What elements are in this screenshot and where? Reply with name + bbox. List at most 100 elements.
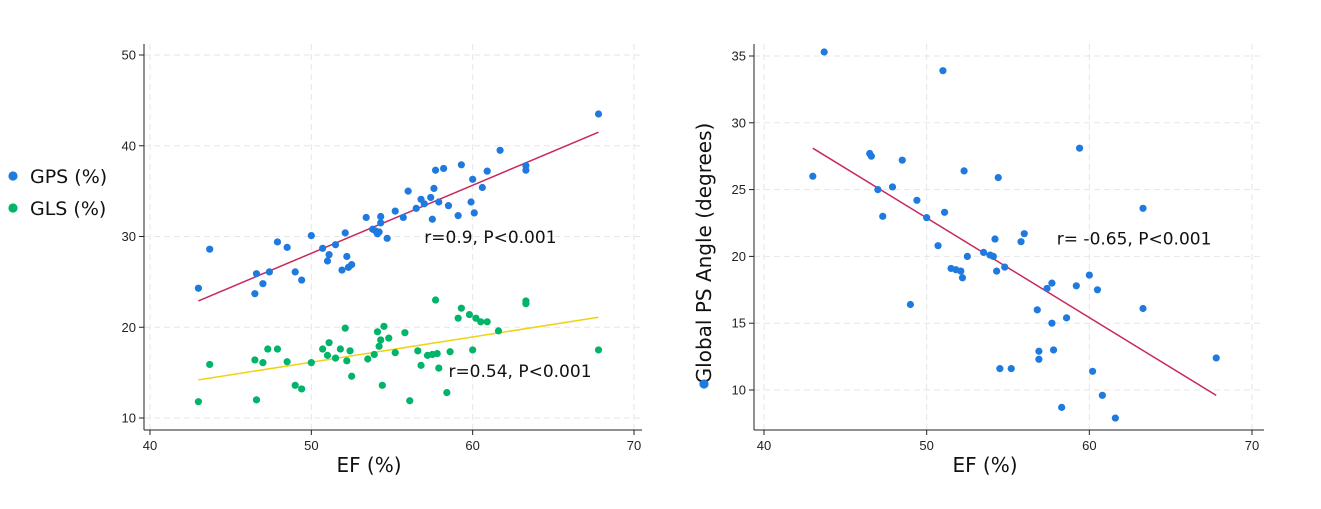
data-point-1-47 <box>494 327 503 335</box>
data-point-0-18 <box>960 167 968 175</box>
data-point-1-49 <box>522 300 530 308</box>
series-0 <box>194 110 603 302</box>
ylabel-marker <box>699 379 709 389</box>
data-point-1-31 <box>414 347 422 355</box>
legend-gps-marker <box>8 171 18 181</box>
data-point-0-40 <box>444 202 453 210</box>
data-point-1-27 <box>385 334 393 342</box>
x-tick-label-2: 60 <box>1082 438 1096 453</box>
data-point-0-20 <box>362 213 370 222</box>
data-point-0-42 <box>1085 271 1093 279</box>
data-point-0-11 <box>934 242 942 250</box>
data-point-0-0 <box>194 284 202 292</box>
data-point-1-12 <box>323 351 332 359</box>
x-tick-label-3: 70 <box>1245 438 1259 453</box>
data-point-0-6 <box>273 238 282 246</box>
data-point-0-25 <box>377 212 385 221</box>
y-tick-label-0: 10 <box>122 411 136 426</box>
data-point-0-3 <box>867 152 875 160</box>
legend-gls-label: GLS (%) <box>30 198 106 220</box>
data-point-1-24 <box>377 336 385 344</box>
data-point-1-16 <box>341 324 349 332</box>
data-point-1-29 <box>401 329 409 337</box>
y-tick-label-4: 50 <box>122 48 136 63</box>
data-point-1-0 <box>194 398 202 406</box>
y-tick-label-2: 30 <box>122 229 136 244</box>
data-point-0-8 <box>291 268 299 276</box>
data-point-1-22 <box>373 328 382 336</box>
data-point-0-26 <box>996 365 1004 373</box>
data-point-0-38 <box>435 198 443 206</box>
data-point-1-5 <box>264 345 272 353</box>
data-point-0-22 <box>989 252 997 260</box>
data-point-1-23 <box>375 342 383 350</box>
data-point-0-43 <box>1088 367 1097 375</box>
data-point-0-23 <box>991 235 999 243</box>
data-point-0-48 <box>1139 304 1147 313</box>
data-point-1-3 <box>252 396 261 404</box>
data-point-0-20 <box>980 248 988 256</box>
data-point-0-43 <box>467 198 475 206</box>
data-point-0-16 <box>341 229 349 237</box>
data-point-0-47 <box>483 167 491 175</box>
data-point-0-36 <box>1048 319 1056 327</box>
annotation-1: r=0.54, P<0.001 <box>448 362 591 382</box>
data-point-0-27 <box>1001 263 1009 271</box>
fit-line-0 <box>812 147 1217 396</box>
data-point-0-29 <box>399 213 407 222</box>
data-point-0-9 <box>913 196 921 204</box>
chart-ps-angle-vs-ef: 40 50 60 70 10 15 20 25 30 35 EF (%) Global PS Angl… <box>692 44 1264 477</box>
data-point-1-4 <box>259 359 267 367</box>
data-point-0-27 <box>383 234 391 242</box>
y-tick-label-5: 35 <box>732 49 746 64</box>
y-tick-label-4: 30 <box>732 115 746 130</box>
data-point-0-33 <box>1035 355 1043 363</box>
x-tick-label-1: 50 <box>304 438 318 453</box>
data-point-0-7 <box>898 156 906 164</box>
data-point-0-34 <box>427 193 435 202</box>
data-point-0-45 <box>470 209 478 217</box>
data-point-0-2 <box>251 290 259 298</box>
data-point-0-48 <box>496 146 504 154</box>
data-point-0-10 <box>307 231 315 240</box>
data-point-0-11 <box>319 244 327 252</box>
data-point-0-16 <box>957 267 965 275</box>
data-point-1-46 <box>483 318 491 326</box>
data-point-0-8 <box>906 300 915 309</box>
data-point-1-19 <box>348 372 356 380</box>
data-point-0-13 <box>940 208 949 216</box>
data-point-0-33 <box>420 200 428 208</box>
data-point-1-35 <box>431 296 440 304</box>
data-point-1-37 <box>435 364 443 372</box>
x-axis-label: EF (%) <box>952 453 1017 477</box>
x-tick-label-0: 40 <box>143 438 157 453</box>
data-point-1-45 <box>477 318 485 326</box>
data-point-0-35 <box>428 215 436 223</box>
data-point-0-36 <box>430 184 438 193</box>
y-tick-label-1: 15 <box>732 316 746 331</box>
data-point-0-30 <box>1020 230 1028 238</box>
data-point-1-43 <box>469 346 477 354</box>
data-point-0-4 <box>259 280 267 288</box>
data-point-1-21 <box>370 350 378 359</box>
y-tick-label-1: 20 <box>122 320 136 335</box>
data-point-0-31 <box>412 204 420 212</box>
data-point-1-6 <box>273 345 282 353</box>
data-point-0-37 <box>431 166 440 174</box>
data-point-0-5 <box>879 212 887 220</box>
data-point-1-7 <box>283 358 291 366</box>
legend-gps-label: GPS (%) <box>30 166 107 188</box>
series-0 <box>809 48 1220 422</box>
data-point-0-31 <box>1033 306 1041 314</box>
data-point-0-34 <box>1043 284 1051 293</box>
data-point-0-1 <box>206 245 214 253</box>
data-point-1-50 <box>594 346 603 354</box>
data-point-0-50 <box>522 166 530 174</box>
data-point-1-28 <box>391 349 399 357</box>
data-point-0-30 <box>404 187 412 195</box>
data-point-0-12 <box>939 67 947 75</box>
data-point-0-41 <box>1075 144 1084 152</box>
data-point-0-3 <box>252 270 261 278</box>
data-point-0-29 <box>1017 238 1025 246</box>
data-point-0-10 <box>923 214 931 222</box>
